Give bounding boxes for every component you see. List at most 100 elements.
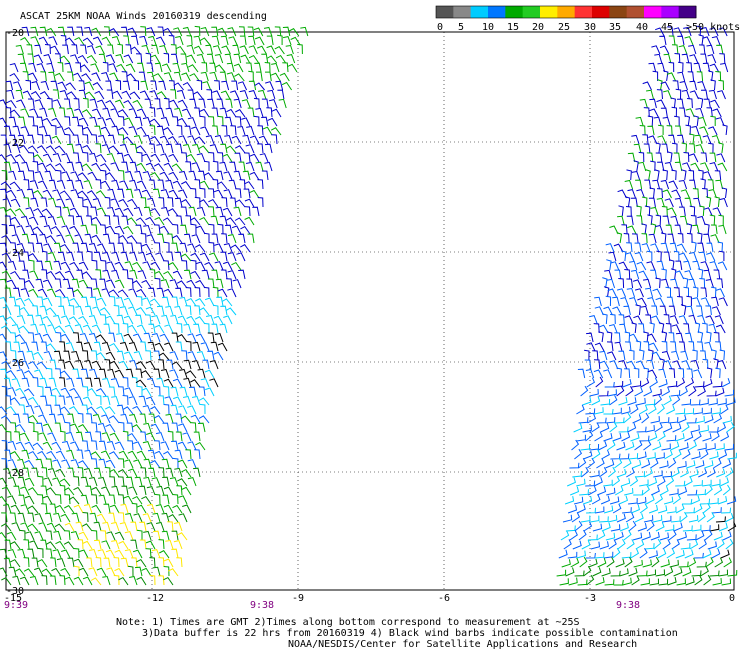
- wind-barb: [76, 449, 84, 460]
- wind-barb: [230, 90, 240, 100]
- wind-barb: [166, 359, 174, 370]
- wind-barb: [199, 37, 211, 46]
- wind-barb: [178, 405, 188, 415]
- wind-barb: [145, 52, 152, 64]
- wind-barb: [146, 62, 154, 73]
- wind-barb: [212, 179, 219, 190]
- wind-barb: [172, 504, 183, 514]
- wind-barb: [81, 163, 93, 172]
- wind-barb: [277, 89, 285, 100]
- wind-barb: [688, 341, 695, 352]
- wind-barb: [598, 331, 604, 343]
- wind-barb: [62, 296, 71, 307]
- wind-barb: [668, 61, 675, 73]
- wind-barb: [646, 250, 653, 262]
- wind-barb: [109, 342, 120, 352]
- wind-barb: [646, 261, 656, 271]
- wind-barb: [618, 261, 629, 271]
- wind-barb: [110, 198, 120, 208]
- wind-barb: [17, 458, 26, 469]
- wind-barb: [672, 80, 679, 91]
- wind-barb: [7, 495, 17, 505]
- wind-barb: [603, 306, 613, 316]
- wind-barb: [149, 125, 156, 136]
- wind-barb: [123, 99, 134, 109]
- wind-barb: [211, 26, 219, 37]
- wind-barb: [22, 251, 30, 262]
- wind-barb: [678, 368, 685, 379]
- wind-barb: [178, 135, 188, 145]
- wind-barb: [185, 161, 192, 172]
- wind-barb: [650, 458, 659, 469]
- wind-barb: [670, 341, 677, 352]
- wind-barb: [697, 511, 706, 523]
- wind-barb: [158, 467, 165, 478]
- wind-barb: [118, 170, 125, 181]
- wind-barb: [624, 557, 633, 568]
- wind-barb: [109, 476, 116, 487]
- wind-barb: [558, 549, 568, 559]
- wind-barb: [189, 379, 201, 388]
- wind-barb: [699, 278, 706, 289]
- wind-barb: [690, 215, 697, 226]
- wind-barb: [224, 53, 233, 64]
- wind-barb: [87, 171, 98, 181]
- wind-barb: [580, 385, 589, 397]
- wind-barb: [198, 386, 206, 397]
- wind-barb: [61, 225, 71, 235]
- wind-barb: [51, 567, 62, 577]
- wind-barb: [156, 305, 165, 316]
- wind-barb: [154, 62, 163, 73]
- wind-barb: [97, 243, 107, 253]
- wind-barb: [648, 197, 656, 208]
- wind-barb: [181, 468, 192, 478]
- wind-barb: [710, 224, 718, 235]
- wind-barb: [220, 269, 228, 280]
- wind-barb: [54, 278, 62, 289]
- wind-barb: [57, 62, 64, 73]
- wind-barb: [110, 108, 120, 118]
- wind-barb: [52, 89, 60, 100]
- wind-barb: [58, 305, 66, 316]
- wind-barb: [695, 107, 704, 118]
- wind-barb: [692, 188, 699, 199]
- wind-barb: [1, 385, 8, 397]
- wind-barb: [695, 415, 705, 424]
- wind-barb: [118, 421, 125, 433]
- wind-barb: [142, 513, 152, 523]
- wind-barb: [64, 421, 71, 433]
- wind-barb: [93, 539, 102, 550]
- wind-barb: [169, 351, 179, 361]
- wind-barb: [658, 378, 668, 388]
- wind-barb: [28, 450, 39, 460]
- wind-barb: [596, 530, 606, 541]
- wind-barb: [686, 368, 694, 379]
- wind-barb: [126, 217, 138, 226]
- wind-barb: [113, 323, 120, 334]
- wind-barb: [66, 179, 75, 190]
- wind-barb: [261, 98, 269, 109]
- wind-barb: [161, 206, 170, 217]
- wind-barb: [22, 413, 30, 424]
- legend-label: 15: [507, 22, 519, 33]
- wind-barb: [698, 116, 707, 127]
- wind-barb: [694, 134, 703, 145]
- wind-barb: [17, 548, 26, 559]
- wind-barb: [199, 115, 206, 127]
- wind-barb: [722, 415, 732, 424]
- wind-barb: [643, 278, 652, 289]
- wind-barb: [656, 197, 665, 208]
- wind-barb: [693, 115, 699, 127]
- wind-barb: [719, 349, 726, 361]
- wind-barb: [567, 505, 578, 514]
- wind-barb: [715, 387, 725, 397]
- wind-barb: [0, 99, 8, 109]
- wind-barb: [175, 413, 183, 424]
- wind-barb: [45, 541, 57, 550]
- wind-barb: [264, 62, 271, 73]
- wind-barb: [688, 385, 697, 397]
- wind-barb: [671, 189, 681, 199]
- wind-barb: [59, 90, 69, 100]
- wind-barb: [113, 232, 120, 244]
- wind-barb: [32, 161, 39, 172]
